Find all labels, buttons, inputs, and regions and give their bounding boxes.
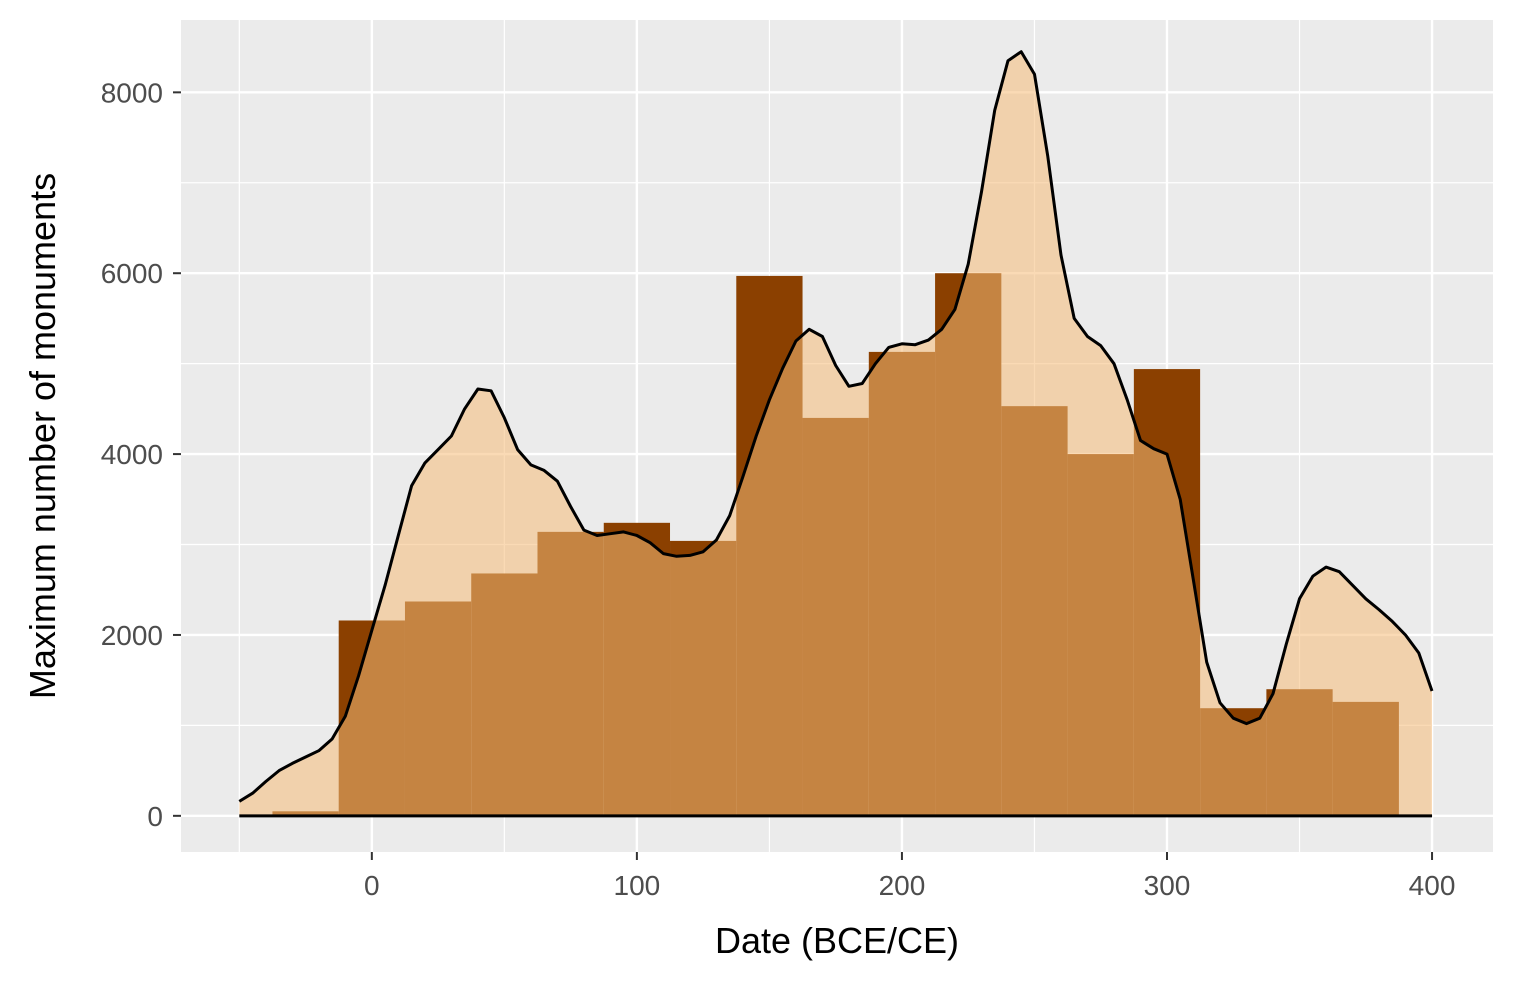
x-tick-label: 300 (1144, 870, 1191, 901)
y-tick-label: 2000 (101, 620, 163, 651)
x-tick-label: 400 (1409, 870, 1456, 901)
density-line (238, 50, 1434, 803)
y-tick-label: 4000 (101, 439, 163, 470)
x-tick-label: 0 (364, 870, 380, 901)
y-axis-ticks: 0 2000 4000 6000 8000 (101, 77, 181, 832)
y-tick-label: 0 (147, 801, 163, 832)
x-axis-ticks: 0 100 200 300 400 (364, 852, 1455, 901)
x-tick-label: 200 (879, 870, 926, 901)
x-axis-title: Date (BCE/CE) (715, 920, 959, 961)
y-tick-label: 8000 (101, 77, 163, 108)
density-area (239, 51, 1432, 816)
density-curve (238, 50, 1434, 818)
y-tick-label: 6000 (101, 258, 163, 289)
y-axis-title: Maximum number of monuments (22, 173, 63, 699)
x-tick-label: 100 (614, 870, 661, 901)
